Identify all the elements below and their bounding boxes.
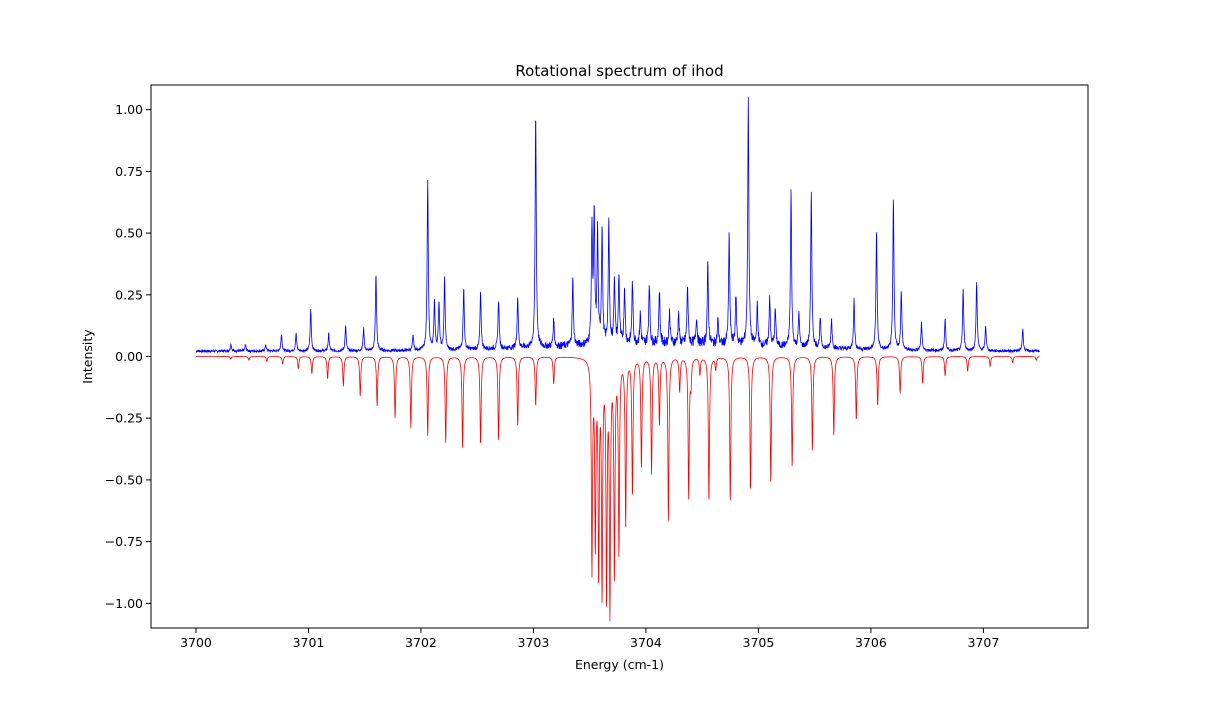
x-tick-label: 3704 xyxy=(630,635,662,650)
y-axis: −1.00 −0.75 −0.50 −0.25 0.00 0.25 0.50 0.75 1.00 xyxy=(105,102,151,611)
y-tick-label: 1.00 xyxy=(115,102,143,117)
y-tick-label: −0.75 xyxy=(105,534,143,549)
y-tick-label: 0.00 xyxy=(115,349,143,364)
x-tick-label: 3702 xyxy=(405,635,437,650)
y-tick-label: 0.75 xyxy=(115,164,143,179)
x-axis: 3700 3701 3702 3703 3704 3705 3706 3707 xyxy=(180,628,999,650)
x-tick-label: 3707 xyxy=(967,635,999,650)
x-tick-label: 3701 xyxy=(293,635,325,650)
y-tick-label: 0.25 xyxy=(115,287,143,302)
x-tick-label: 3705 xyxy=(743,635,775,650)
y-tick-label: −0.50 xyxy=(105,472,143,487)
x-tick-label: 3703 xyxy=(518,635,550,650)
series-line-simulated xyxy=(195,356,1040,622)
y-tick-label: 0.50 xyxy=(115,226,143,241)
x-tick-label: 3700 xyxy=(180,635,212,650)
y-axis-label: Intensity xyxy=(80,329,95,384)
chart-title: Rotational spectrum of ihod xyxy=(515,62,723,80)
y-tick-label: −0.25 xyxy=(105,411,143,426)
y-tick-label: −1.00 xyxy=(105,596,143,611)
x-tick-label: 3706 xyxy=(855,635,887,650)
x-axis-label: Energy (cm-1) xyxy=(575,657,664,672)
series-layer xyxy=(195,96,1040,622)
series-line-measured xyxy=(195,96,1040,354)
